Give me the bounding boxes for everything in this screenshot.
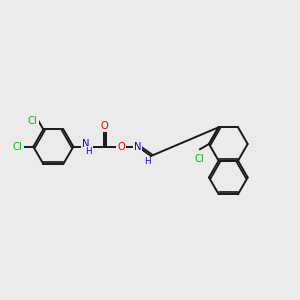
Text: Cl: Cl — [195, 154, 205, 164]
Text: Cl: Cl — [28, 116, 38, 126]
Text: Cl: Cl — [13, 142, 23, 152]
Text: O: O — [117, 142, 125, 152]
Text: H: H — [85, 147, 92, 156]
Text: N: N — [134, 142, 141, 152]
Text: H: H — [144, 158, 150, 166]
Text: O: O — [100, 121, 108, 131]
Text: N: N — [82, 139, 90, 149]
